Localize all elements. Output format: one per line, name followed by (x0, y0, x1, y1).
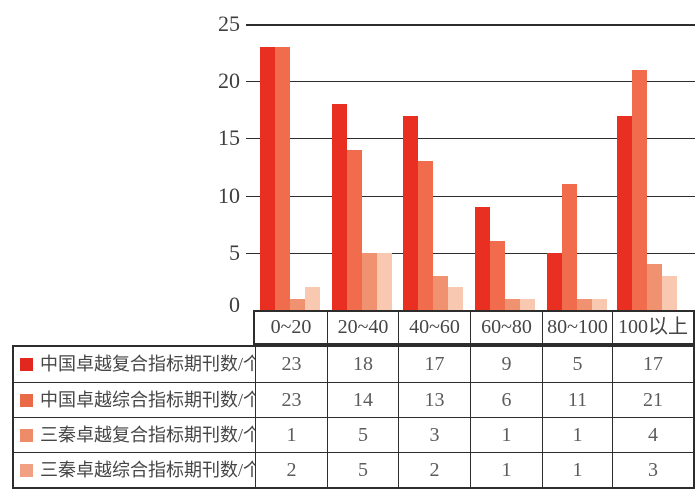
gridline (246, 138, 695, 140)
series-label-cell: 三秦卓越复合指标期刊数/个 (14, 417, 255, 452)
table-value-cell: 6 (470, 382, 542, 417)
bar (433, 275, 448, 310)
table-value-cell: 1 (470, 417, 542, 452)
bar (305, 287, 320, 310)
bar (547, 252, 562, 310)
bar (403, 115, 418, 310)
bar-group (542, 24, 612, 310)
legend-swatch (20, 393, 33, 407)
table-value-cell: 2 (398, 452, 470, 487)
bar (418, 161, 433, 310)
table-value-cell: 3 (398, 417, 470, 452)
table-value-cell: 14 (327, 382, 398, 417)
series-name: 中国卓越综合指标期刊数/个 (40, 389, 255, 410)
series-name: 三秦卓越综合指标期刊数/个 (40, 459, 255, 480)
table-value-cell: 5 (327, 417, 398, 452)
legend-swatch (20, 463, 33, 477)
table-header-cell: 100以上 (612, 312, 693, 343)
bar (505, 298, 520, 310)
table-value-cell: 18 (327, 347, 398, 382)
bar (577, 298, 592, 310)
table-value-cell: 17 (612, 347, 693, 382)
table-header-cell: 0~20 (270, 316, 312, 338)
bar-group (612, 24, 693, 310)
table-value-cell: 1 (542, 417, 612, 452)
gridline (246, 81, 695, 83)
table-value-cell: 4 (612, 417, 693, 452)
bar (647, 264, 662, 310)
bar (632, 69, 647, 310)
bar-group (398, 24, 470, 310)
plot-area (246, 24, 695, 310)
table-header-cell: 20~40 (327, 312, 398, 343)
series-name: 中国卓越复合指标期刊数/个 (40, 354, 255, 374)
table-value-cell: 1 (255, 417, 327, 452)
data-table-body: 中国卓越复合指标期刊数/个 23 18 17 9 5 17 中国卓越综合指标期刊数/个 23 14… (12, 345, 695, 489)
table-value-cell: 21 (612, 382, 693, 417)
bar (448, 287, 463, 310)
bar-group (470, 24, 542, 310)
table-value-cell: 11 (542, 382, 612, 417)
y-axis: 25 20 15 10 5 0 (195, 11, 240, 317)
series-label-cell: 三秦卓越综合指标期刊数/个 (14, 452, 255, 487)
bar (332, 104, 347, 310)
table-value-cell: 3 (612, 452, 693, 487)
y-axis-label: 10 (218, 182, 240, 208)
bar (377, 252, 392, 310)
table-value-cell: 23 (255, 382, 327, 417)
table-value-cell: 9 (470, 347, 542, 382)
bar (290, 298, 305, 310)
bar (592, 298, 607, 310)
y-axis-label: 5 (229, 239, 240, 265)
bar (275, 46, 290, 310)
table-value-cell: 1 (542, 452, 612, 487)
table-value-cell: 17 (398, 347, 470, 382)
table-value-cell: 5 (327, 452, 398, 487)
table-header-row: 0~20 20~40 40~60 60~80 80~100 100以上 (253, 310, 695, 345)
table-value-cell: 13 (398, 382, 470, 417)
y-axis-label: 15 (218, 125, 240, 151)
bar (662, 275, 677, 310)
legend-swatch (20, 358, 33, 371)
series-name: 三秦卓越复合指标期刊数/个 (40, 424, 255, 445)
bar (490, 241, 505, 310)
bar (562, 184, 577, 310)
y-axis-label: 25 (218, 11, 240, 36)
table-value-cell: 5 (542, 347, 612, 382)
table-header-cell: 40~60 (398, 312, 470, 343)
bar (362, 252, 377, 310)
gridline (246, 252, 695, 254)
bar-group (255, 24, 327, 310)
y-axis-label: 0 (229, 292, 240, 317)
series-label-cell: 中国卓越复合指标期刊数/个 (14, 347, 255, 382)
table-value-cell: 2 (255, 452, 327, 487)
bar (475, 207, 490, 310)
bar (347, 149, 362, 310)
table-value-cell: 23 (255, 347, 327, 382)
y-axis-label: 20 (218, 68, 240, 94)
table-header-cell: 80~100 (542, 312, 612, 343)
gridline (246, 195, 695, 197)
series-label-cell: 中国卓越综合指标期刊数/个 (14, 382, 255, 417)
bar (617, 115, 632, 310)
table-value-cell: 1 (470, 452, 542, 487)
legend-swatch (20, 428, 33, 442)
table-header-cell: 60~80 (470, 312, 542, 343)
bar (260, 46, 275, 310)
bar-group (327, 24, 398, 310)
gridline (246, 24, 695, 26)
bar (520, 298, 535, 310)
